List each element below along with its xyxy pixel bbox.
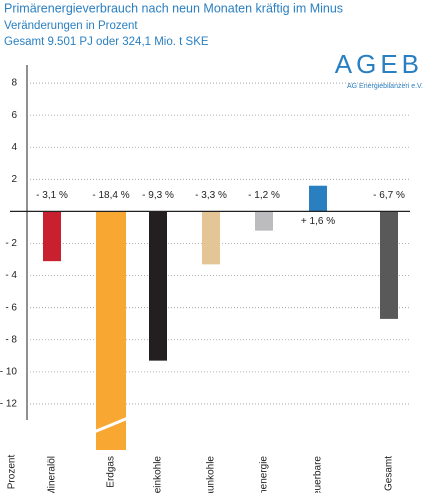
bar (43, 211, 61, 262)
y-tick-label: 2 (11, 174, 17, 185)
x-tick-label: Steinkohle (153, 456, 164, 493)
y-tick-label: 4 (11, 142, 17, 153)
x-tick-label: Kernenergie (259, 456, 270, 493)
y-tick-label: - 4 (5, 270, 17, 281)
y-tick-label: - 12 (0, 399, 17, 410)
x-tick-label: Erdgas (106, 456, 117, 488)
value-label: - 9,3 % (142, 190, 174, 201)
x-tick-label: Braunkohle (206, 456, 217, 493)
bar (202, 211, 220, 265)
y-axis-label: Prozent (7, 455, 18, 490)
bar-break (93, 416, 129, 434)
bar (309, 185, 327, 212)
value-label: - 1,2 % (248, 190, 280, 201)
y-tick-label: 8 (11, 78, 17, 89)
y-tick-label: - 10 (0, 367, 17, 378)
bar (96, 211, 126, 450)
bar (149, 211, 167, 361)
y-tick-label: - 8 (5, 334, 17, 345)
bar (380, 211, 398, 319)
y-tick-label: 6 (11, 110, 17, 121)
logo-subtitle: AG Energiebilanzen e.V. (347, 83, 423, 90)
x-tick-label: Gesamt (384, 456, 395, 491)
x-tick-label: Mineralöl (47, 456, 58, 493)
value-label: - 6,7 % (373, 190, 405, 201)
logo: AGEB (335, 49, 423, 79)
value-label: - 3,3 % (195, 190, 227, 201)
chart-note: Gesamt 9.501 PJ oder 324,1 Mio. t SKE (4, 36, 209, 48)
bar (255, 211, 273, 231)
chart-title: Primärenergieverbrauch nach neun Monaten… (4, 1, 343, 15)
value-label: - 18,4 % (92, 190, 129, 201)
value-label: - 3,1 % (36, 190, 68, 201)
y-tick-label: - 6 (5, 302, 17, 313)
value-label: + 1,6 % (301, 216, 335, 227)
x-tick-label: Erneuerbare (313, 456, 324, 493)
y-tick-label: - 2 (5, 238, 17, 249)
chart-subtitle: Veränderungen in Prozent (4, 20, 138, 32)
